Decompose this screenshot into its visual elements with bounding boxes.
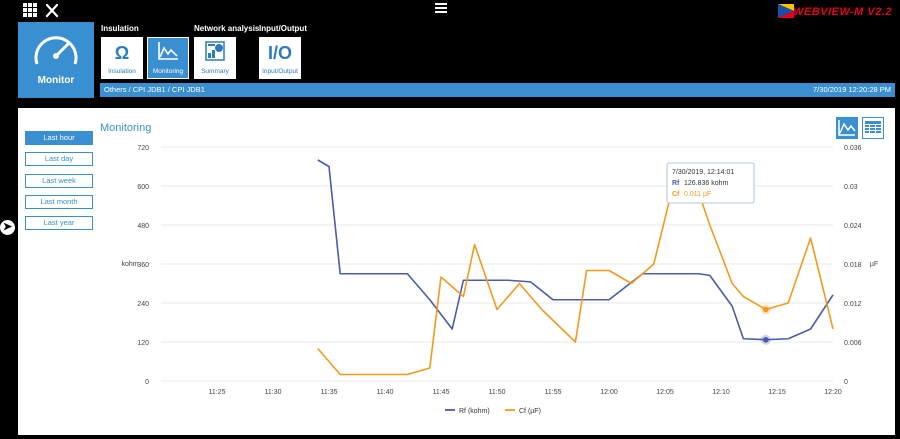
y-left-tick-label: 600 <box>137 184 149 191</box>
io-icon: I/O <box>267 43 292 63</box>
x-tick-label: 12:10 <box>712 389 730 396</box>
y-right-axis-label: µF <box>870 261 878 268</box>
tooltip-cf-value: 0.011 µF <box>684 191 711 198</box>
y-left-tick-label: 360 <box>137 262 149 269</box>
chart-view-button[interactable] <box>836 117 858 139</box>
x-tick-label: 11:35 <box>321 389 338 396</box>
y-right-tick-label: 0.018 <box>844 262 862 269</box>
panel-title: Monitoring <box>100 122 152 134</box>
range-last-month[interactable]: Last month <box>25 195 93 209</box>
y-left-tick-label: 240 <box>137 301 149 308</box>
tab-monitoring[interactable]: Monitoring <box>147 37 189 79</box>
x-tick-label: 11:40 <box>377 389 394 396</box>
y-left-tick-label: 720 <box>137 145 149 152</box>
line-chart-icon <box>838 120 856 136</box>
monitoring-chart: 0 120 240 360 480 600 720 0 0.006 0.012 0.018 0.024… <box>121 145 878 415</box>
logo-icon <box>778 4 794 18</box>
breadcrumb-path[interactable]: Others / CPI JDB1 / CPI JDB1 <box>104 85 205 94</box>
monitor-tile[interactable]: Monitor <box>18 22 94 98</box>
range-last-day[interactable]: Last day <box>25 152 93 166</box>
x-tick-label: 11:45 <box>433 389 450 396</box>
group-title-input-output: Input/Output <box>259 24 307 33</box>
grid-icon[interactable] <box>22 2 38 23</box>
tab-insulation[interactable]: Ω Insulation <box>101 37 143 79</box>
x-tick-label: 11:30 <box>265 389 282 396</box>
main-panel: Last hour Last day Last week Last month … <box>18 108 895 435</box>
summary-icon <box>195 41 235 65</box>
tab-label: Summary <box>201 68 229 75</box>
monitor-label: Monitor <box>37 75 75 86</box>
tooltip-cf-label: Cf <box>672 191 680 198</box>
y-right-tick-label: 0.036 <box>844 145 862 152</box>
rf-series-line <box>317 159 834 341</box>
tab-label: Input/Output <box>262 68 298 75</box>
y-left-tick-label: 480 <box>137 223 149 230</box>
y-left-axis-label: kohm <box>121 261 138 268</box>
table-view-button[interactable] <box>862 117 884 139</box>
top-bar: WEBVIEW-M V2.2 <box>0 0 900 22</box>
rf-highlight-point <box>763 336 769 343</box>
x-tick-label: 11:55 <box>545 389 562 396</box>
group-title-insulation: Insulation <box>101 24 139 33</box>
tooltip-rf-label: Rf <box>672 180 680 187</box>
x-tick-label: 12:15 <box>768 389 786 396</box>
range-last-year[interactable]: Last year <box>25 216 93 230</box>
gauge-icon <box>34 36 78 65</box>
breadcrumb: Others / CPI JDB1 / CPI JDB1 7/30/2019 1… <box>100 83 895 97</box>
y-right-tick-label: 0.006 <box>844 340 862 347</box>
tooltip-rf-value: 126.836 kohm <box>684 180 729 187</box>
tab-label: Insulation <box>108 68 136 75</box>
y-right-tick-label: 0.012 <box>844 301 862 308</box>
tooltip-time: 7/30/2019, 12:14:01 <box>672 169 734 176</box>
expand-arrow-icon[interactable]: ➤ <box>0 220 15 235</box>
cf-series-line <box>317 172 834 376</box>
cf-highlight-point <box>763 306 769 313</box>
ohm-icon: Ω <box>114 43 130 63</box>
x-tick-label: 12:05 <box>656 389 674 396</box>
brand-name: WEBVIEW-M V2.2 <box>793 6 892 18</box>
menu-icon[interactable] <box>434 0 448 20</box>
tooltip-box <box>666 162 755 204</box>
y-left-tick-label: 120 <box>137 340 149 347</box>
y-left-tick-label: 0 <box>145 379 149 386</box>
tab-summary[interactable]: Summary <box>194 37 236 79</box>
group-title-network-analysis: Network analysis <box>194 24 260 33</box>
y-right-tick-label: 0.024 <box>844 223 862 230</box>
tools-icon[interactable] <box>44 2 60 23</box>
tab-input-output[interactable]: I/O Input/Output <box>259 37 301 79</box>
tab-label: Monitoring <box>152 68 184 75</box>
timestamp: 7/30/2019 12:20:28 PM <box>813 85 891 94</box>
y-right-tick-label: 0 <box>844 379 848 386</box>
monitoring-icon <box>148 41 188 65</box>
range-last-hour[interactable]: Last hour <box>25 131 93 145</box>
x-tick-label: 12:20 <box>824 389 842 396</box>
x-tick-label: 12:00 <box>600 389 618 396</box>
range-last-week[interactable]: Last week <box>25 174 93 188</box>
legend-cf-label: Cf (µF) <box>519 408 541 415</box>
x-tick-label: 11:25 <box>209 389 226 396</box>
legend-rf-label: Rf (kohm) <box>459 408 490 415</box>
table-icon <box>865 121 881 133</box>
y-right-tick-label: 0.03 <box>844 184 858 191</box>
x-tick-label: 11:50 <box>489 389 506 396</box>
